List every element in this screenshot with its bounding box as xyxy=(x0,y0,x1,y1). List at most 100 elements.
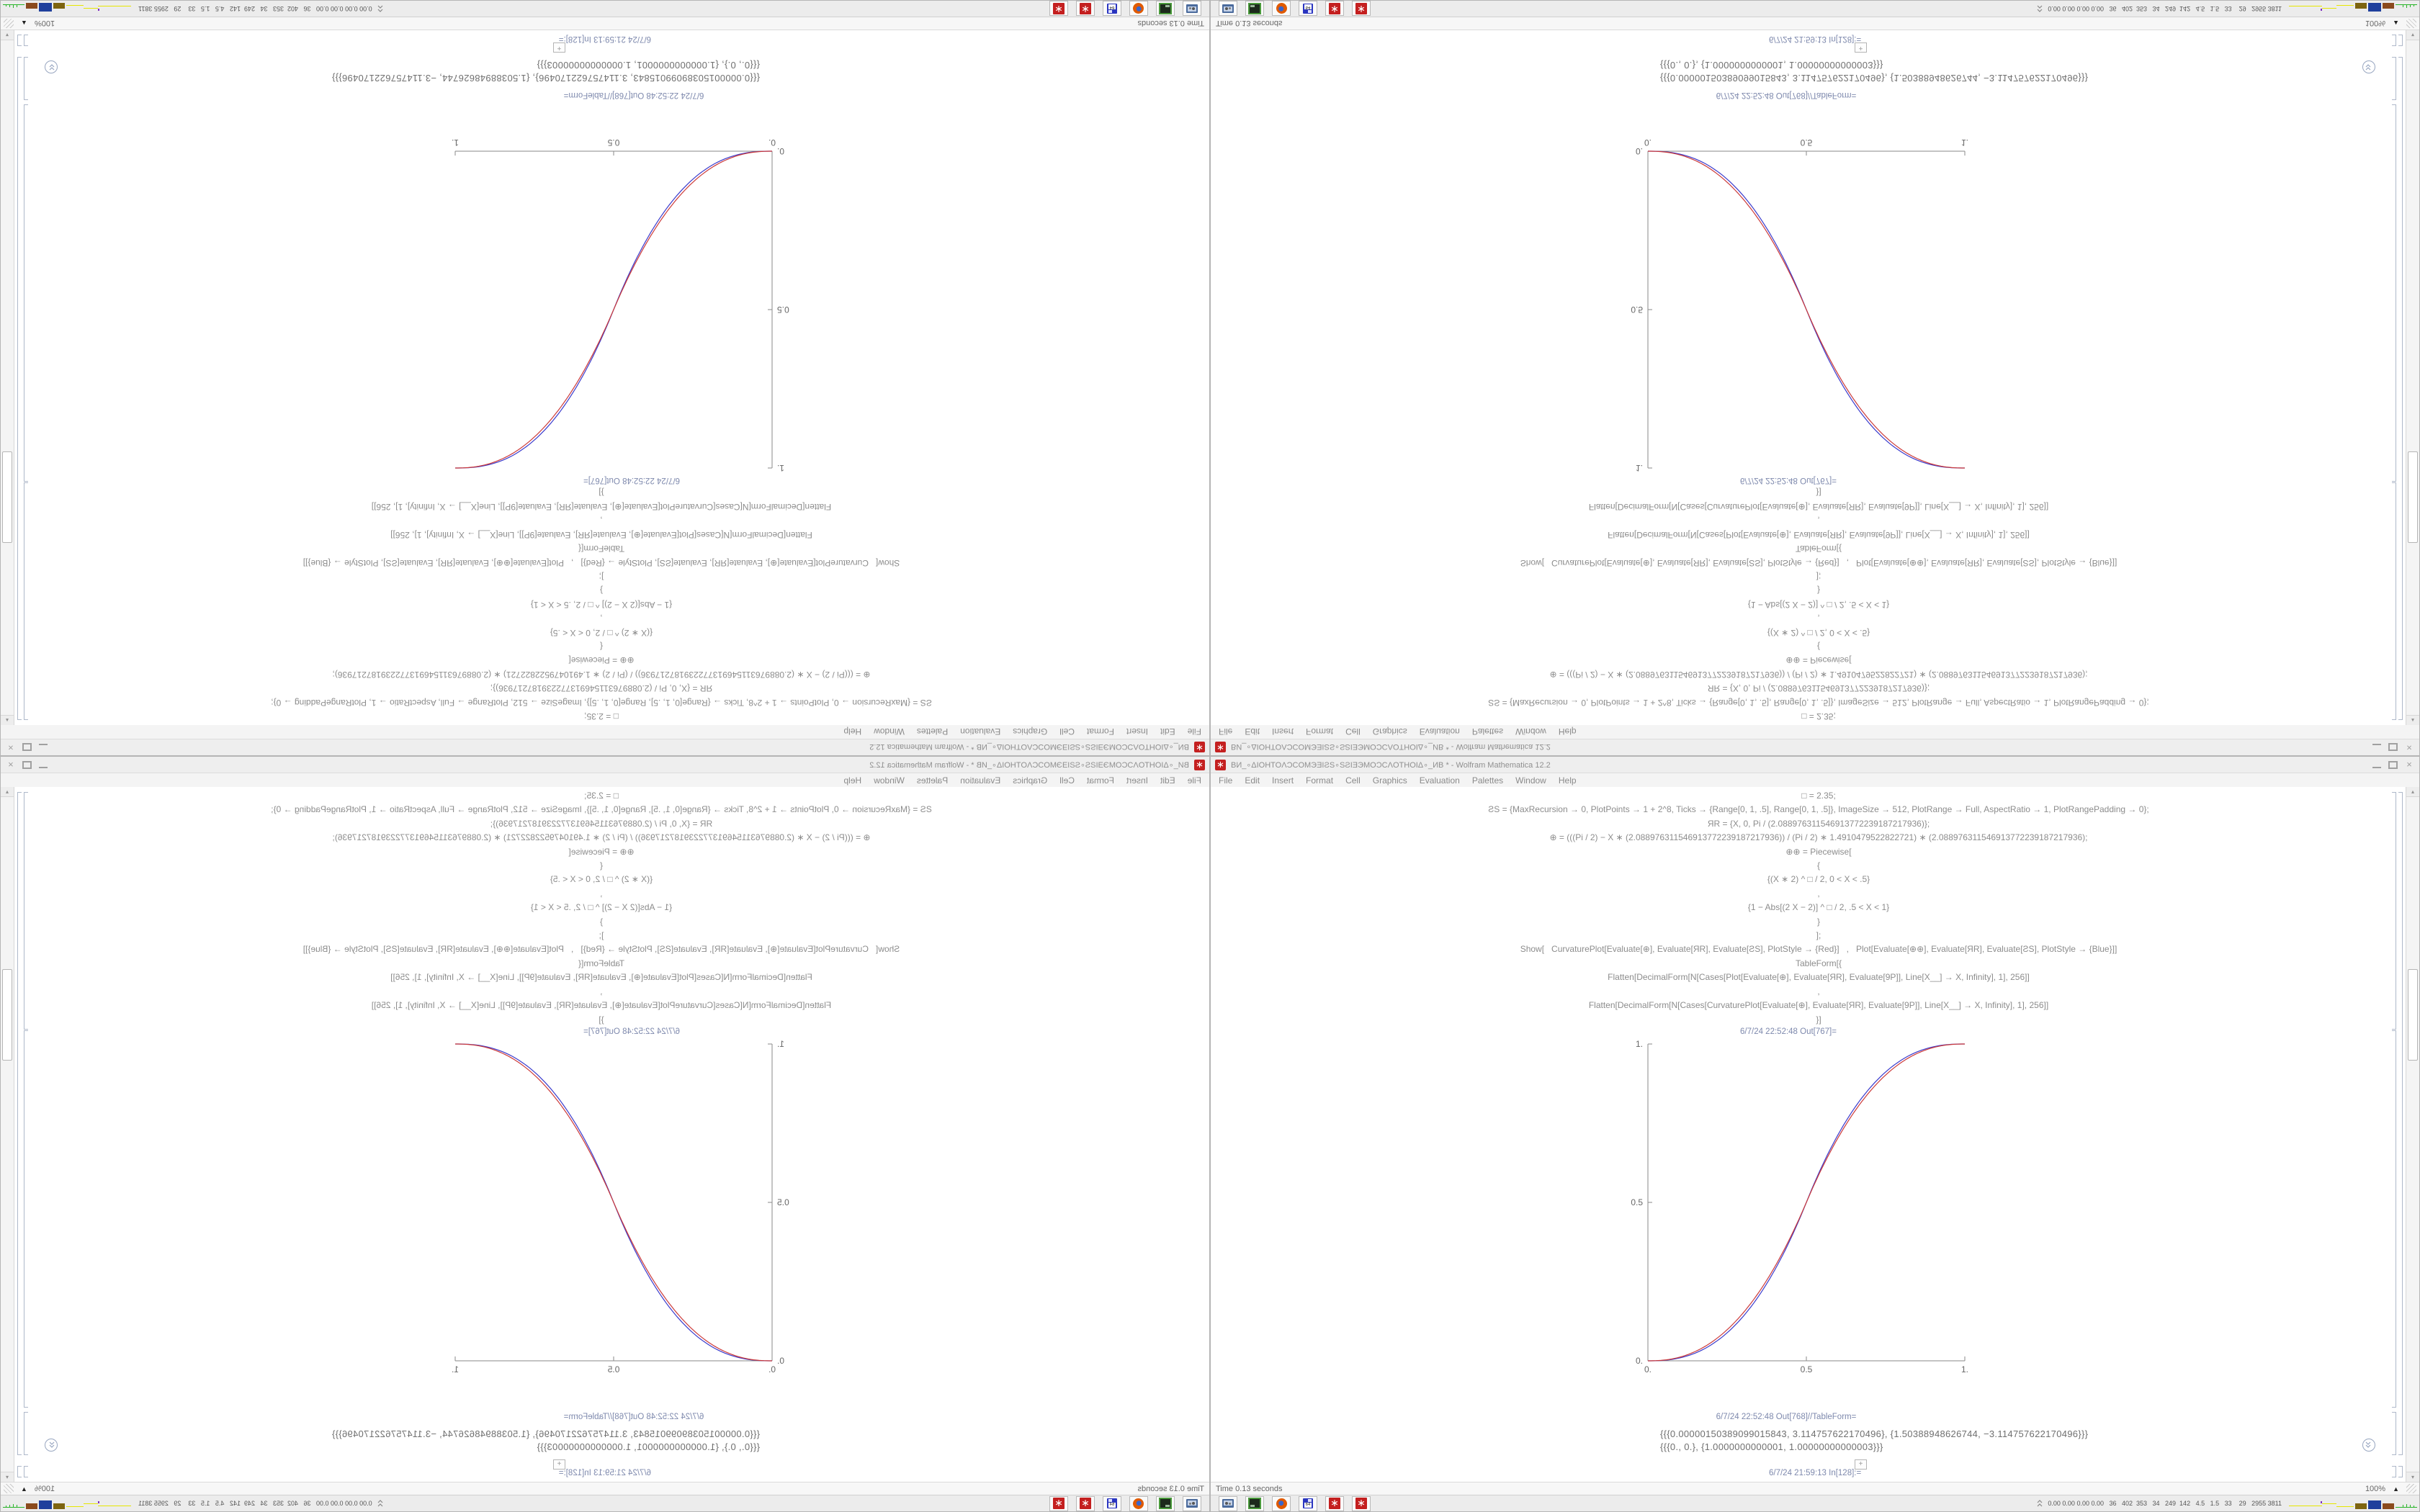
cell-bracket-in128[interactable] xyxy=(2392,1466,2396,1477)
zoom-menu-arrow-icon[interactable]: ▲ xyxy=(21,19,27,27)
minimize-button-icon[interactable] xyxy=(39,761,48,768)
tray-collapse-chevron-icon[interactable] xyxy=(377,4,384,13)
insert-cell-plus-icon[interactable]: + xyxy=(1855,42,1867,53)
menu-palettes[interactable]: Palettes xyxy=(916,775,949,786)
scroll-down-icon[interactable]: ▾ xyxy=(2406,1472,2419,1482)
cell-bracket-out768[interactable] xyxy=(24,57,28,100)
menu-cell[interactable]: Cell xyxy=(1345,775,1361,786)
cell-bracket-input[interactable] xyxy=(2392,792,2396,1030)
insert-cell-plus-icon[interactable]: + xyxy=(1855,1459,1867,1470)
zoom-control[interactable]: 100% ▲ xyxy=(1,19,55,28)
cell-group-bracket-in128[interactable] xyxy=(17,35,22,46)
tray-collapse-chevron-icon[interactable] xyxy=(2036,1499,2043,1508)
collapse-output-chevron-icon[interactable] xyxy=(2362,60,2375,73)
menu-window[interactable]: Window xyxy=(874,775,905,786)
menu-cell[interactable]: Cell xyxy=(1059,726,1075,737)
cell-group-bracket-in128[interactable] xyxy=(17,1466,22,1477)
zoom-control[interactable]: 100% ▲ xyxy=(2365,1484,2419,1493)
taskbar-button-mathematica-2[interactable]: ∗ xyxy=(1049,1,1068,17)
menu-window[interactable]: Window xyxy=(874,726,905,737)
menu-edit[interactable]: Edit xyxy=(1160,775,1175,786)
input-code-cell[interactable]: □ = 2.35; ƧS = {MaxRecursion → 0, PlotPoi… xyxy=(97,789,1106,1027)
taskbar-button-mathematica-1[interactable]: ∗ xyxy=(1076,1,1095,17)
cell-bracket-out768[interactable] xyxy=(2392,1412,2396,1455)
maximize-button-icon[interactable] xyxy=(2388,760,2398,769)
cell-bracket-out768[interactable] xyxy=(24,1412,28,1455)
menu-help[interactable]: Help xyxy=(1558,775,1577,786)
input-code-cell[interactable]: □ = 2.35; ƧS = {MaxRecursion → 0, PlotPoi… xyxy=(1314,789,2323,1027)
menu-edit[interactable]: Edit xyxy=(1245,726,1260,737)
maximize-button-icon[interactable] xyxy=(22,760,32,769)
menu-window[interactable]: Window xyxy=(1515,775,1546,786)
maximize-button-icon[interactable] xyxy=(22,743,32,752)
menu-help[interactable]: Help xyxy=(1558,726,1577,737)
taskbar-button-floppy64[interactable]: 64 xyxy=(1103,1,1121,17)
taskbar-button-firefox[interactable] xyxy=(1129,1495,1148,1511)
menu-format[interactable]: Format xyxy=(1086,726,1114,737)
resize-grip-icon[interactable] xyxy=(2406,1484,2416,1493)
menu-graphics[interactable]: Graphics xyxy=(1013,775,1048,786)
close-button-icon[interactable]: × xyxy=(8,759,14,770)
menu-insert[interactable]: Insert xyxy=(1126,726,1148,737)
minimize-button-icon[interactable] xyxy=(2372,744,2381,751)
menu-help[interactable]: Help xyxy=(843,726,862,737)
menu-insert[interactable]: Insert xyxy=(1272,775,1294,786)
notebook-area[interactable] xyxy=(1211,787,2406,1482)
menu-evaluation[interactable]: Evaluation xyxy=(1419,726,1460,737)
cell-bracket-input[interactable] xyxy=(24,482,28,720)
scrollbar-thumb[interactable] xyxy=(2,451,12,543)
taskbar-button-mathematica-1[interactable]: ∗ xyxy=(1325,1495,1344,1511)
taskbar-button-mathematica-2[interactable]: ∗ xyxy=(1352,1495,1371,1511)
minimize-button-icon[interactable] xyxy=(2372,761,2381,768)
taskbar-button-firefox[interactable] xyxy=(1272,1495,1291,1511)
insert-cell-plus-icon[interactable]: + xyxy=(553,42,565,53)
insert-cell-plus-icon[interactable]: + xyxy=(553,1459,565,1470)
vertical-scrollbar[interactable]: ▴ ▾ xyxy=(1,787,14,1482)
input-code-cell[interactable]: □ = 2.35; ƧS = {MaxRecursion → 0, PlotPoi… xyxy=(1314,485,2323,723)
cell-group-bracket-in128[interactable] xyxy=(2398,35,2403,46)
zoom-control[interactable]: 100% ▲ xyxy=(2365,19,2419,28)
menu-palettes[interactable]: Palettes xyxy=(1471,726,1504,737)
taskbar-button-terminal[interactable] xyxy=(1156,1495,1175,1511)
vertical-scrollbar[interactable]: ▴ ▾ xyxy=(1,30,14,725)
collapse-output-chevron-icon[interactable] xyxy=(2362,1439,2375,1452)
menu-edit[interactable]: Edit xyxy=(1160,726,1175,737)
scroll-down-icon[interactable]: ▾ xyxy=(2406,30,2419,40)
cell-group-bracket[interactable] xyxy=(2398,792,2403,1455)
taskbar-button-terminal[interactable] xyxy=(1245,1,1264,17)
menu-graphics[interactable]: Graphics xyxy=(1372,775,1407,786)
menu-file[interactable]: File xyxy=(1187,726,1201,737)
cell-group-bracket[interactable] xyxy=(17,792,22,1455)
taskbar-button-system-monitor[interactable] xyxy=(1183,1495,1201,1511)
cell-bracket-in128[interactable] xyxy=(24,1466,28,1477)
menu-evaluation[interactable]: Evaluation xyxy=(1419,775,1460,786)
collapse-output-chevron-icon[interactable] xyxy=(45,1439,58,1452)
menu-file[interactable]: File xyxy=(1219,775,1233,786)
menu-evaluation[interactable]: Evaluation xyxy=(960,726,1001,737)
resize-grip-icon[interactable] xyxy=(4,19,14,28)
scrollbar-thumb[interactable] xyxy=(2408,969,2418,1061)
cell-group-bracket[interactable] xyxy=(2398,57,2403,720)
collapse-output-chevron-icon[interactable] xyxy=(45,60,58,73)
scroll-up-icon[interactable]: ▴ xyxy=(1,715,14,725)
scroll-down-icon[interactable]: ▾ xyxy=(1,1472,14,1482)
taskbar-button-system-monitor[interactable] xyxy=(1219,1,1237,17)
resize-grip-icon[interactable] xyxy=(2406,19,2416,28)
menu-file[interactable]: File xyxy=(1219,726,1233,737)
close-button-icon[interactable]: × xyxy=(2406,742,2412,753)
cell-bracket-input[interactable] xyxy=(2392,482,2396,720)
menu-graphics[interactable]: Graphics xyxy=(1013,726,1048,737)
menu-cell[interactable]: Cell xyxy=(1345,726,1361,737)
menu-edit[interactable]: Edit xyxy=(1245,775,1260,786)
taskbar-button-floppy64[interactable]: 64 xyxy=(1299,1495,1317,1511)
menu-format[interactable]: Format xyxy=(1306,775,1334,786)
scroll-up-icon[interactable]: ▴ xyxy=(2406,715,2419,725)
scroll-up-icon[interactable]: ▴ xyxy=(1,787,14,797)
menu-window[interactable]: Window xyxy=(1515,726,1546,737)
taskbar-button-floppy64[interactable]: 64 xyxy=(1299,1,1317,17)
scrollbar-thumb[interactable] xyxy=(2,969,12,1061)
taskbar-button-mathematica-2[interactable]: ∗ xyxy=(1049,1495,1068,1511)
resize-grip-icon[interactable] xyxy=(4,1484,14,1493)
cell-bracket-out767[interactable] xyxy=(2392,1030,2396,1408)
window-titlebar[interactable]: ∗ BИ_∘ΔIOHTOΛƆCOMЭƎIƧS∘SƧIƎЭMOƆCΛOTHOIΔ∘… xyxy=(1,739,1209,755)
